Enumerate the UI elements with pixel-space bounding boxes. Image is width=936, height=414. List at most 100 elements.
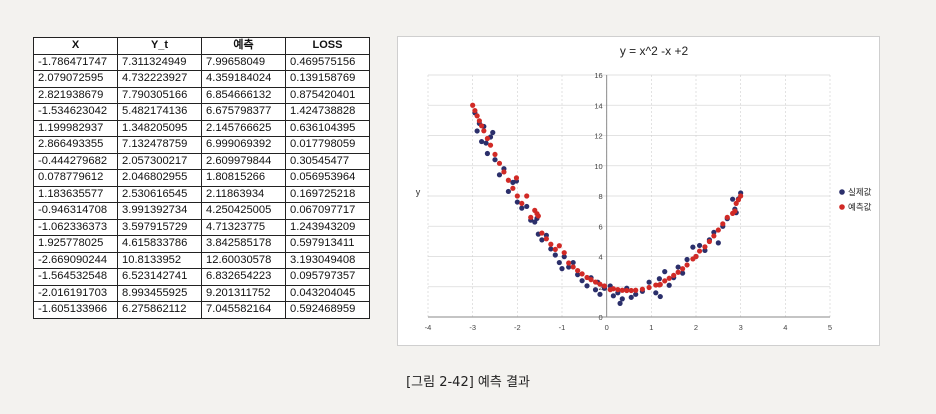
y-tick-label: 10 — [594, 162, 602, 171]
table-row: -2.669090244 10.8133952 12.60030578 3.19304… — [33, 251, 370, 269]
point-actual — [653, 290, 659, 296]
y-tick-label: 8 — [598, 192, 602, 201]
point-actual — [505, 188, 511, 195]
table-cell: 1.424738828 — [285, 103, 370, 121]
table-cell: -1.564532548 — [33, 268, 118, 286]
table-row: -0.444279682 2.057300217 2.609979844 0.3054… — [33, 152, 370, 170]
table-cell: 0.078779612 — [33, 169, 118, 187]
point-actual — [711, 229, 717, 235]
point-actual — [684, 256, 690, 263]
point-predicted — [524, 193, 530, 199]
table-cell: -0.444279682 — [33, 152, 118, 170]
legend-label: 실제값 — [848, 187, 872, 198]
point-actual — [730, 196, 736, 202]
table-cell: 0.169725218 — [285, 185, 370, 203]
point-actual — [617, 300, 623, 306]
point-actual — [556, 259, 562, 266]
point-predicted — [738, 193, 744, 199]
table-cell: 0.597913411 — [285, 235, 370, 253]
table-cell: 1.199982937 — [33, 119, 118, 137]
point-predicted — [662, 278, 668, 284]
point-actual — [483, 140, 489, 146]
point-predicted — [711, 233, 717, 239]
table-cell: -0.946314708 — [33, 202, 118, 220]
point-predicted — [592, 279, 599, 285]
point-actual — [646, 279, 652, 285]
point-actual — [597, 291, 603, 297]
table-cell: -2.016191703 — [33, 284, 118, 302]
table-row: 2.079072595 4.732223927 4.359184024 0.13915… — [33, 70, 370, 88]
point-predicted — [702, 244, 708, 250]
point-predicted — [666, 275, 672, 281]
point-predicted — [492, 151, 498, 158]
point-predicted — [552, 246, 558, 252]
table-cell: 0.017798059 — [285, 136, 370, 154]
point-predicted — [671, 272, 677, 279]
point-actual — [524, 203, 530, 210]
y-tick-label: 2 — [598, 283, 602, 292]
table-cell: 4.732223927 — [117, 70, 202, 88]
table-cell: 4.71323775 — [201, 218, 286, 236]
point-actual — [566, 264, 572, 270]
point-predicted — [561, 250, 567, 256]
table-cell: 2.046802955 — [117, 169, 202, 187]
table-cell: 3.842585178 — [201, 235, 286, 253]
point-predicted — [556, 243, 562, 249]
point-predicted — [732, 208, 738, 214]
point-actual — [514, 199, 520, 205]
point-predicted — [575, 267, 581, 274]
table-cell: 9.201311752 — [201, 284, 286, 302]
point-predicted — [487, 142, 494, 148]
table-row: -1.564532548 6.523142741 6.832654223 0.0957… — [33, 268, 370, 286]
figure-caption: [그림 2-42] 예측 결과 — [406, 375, 530, 390]
table-cell: 3.991392734 — [117, 202, 202, 220]
point-actual — [539, 237, 545, 243]
point-predicted — [724, 214, 730, 220]
point-predicted — [715, 227, 721, 233]
table-cell: 1.183635577 — [33, 185, 118, 203]
point-predicted — [479, 123, 485, 129]
point-predicted — [474, 113, 480, 119]
table-cell: -1.605133966 — [33, 301, 118, 319]
point-predicted — [696, 248, 703, 254]
header-loss: LOSS — [285, 37, 370, 55]
table-cell: -1.534623042 — [33, 103, 118, 121]
point-actual — [575, 272, 581, 278]
legend-marker — [839, 204, 845, 210]
point-actual — [715, 240, 721, 246]
x-tick-label: -1 — [559, 323, 566, 332]
point-predicted — [476, 118, 482, 124]
table-cell: 2.11863934 — [201, 185, 286, 203]
y-tick-label: 4 — [598, 253, 602, 262]
x-tick-label: -4 — [425, 323, 432, 332]
point-predicted — [539, 230, 545, 236]
table-cell: 2.609979844 — [201, 152, 286, 170]
point-predicted — [472, 107, 478, 114]
table-row: 1.183635577 2.530616545 2.11863934 0.169725… — [33, 185, 370, 203]
table-cell: 6.675798377 — [201, 103, 286, 121]
table-cell: 2.079072595 — [33, 70, 118, 88]
table-row: -1.605133966 6.275862112 7.045582164 0.5924… — [33, 301, 370, 319]
table-cell: 2.057300217 — [117, 152, 202, 170]
table-cell: 6.832654223 — [201, 268, 286, 286]
table-cell: 1.243943209 — [285, 218, 370, 236]
table-cell: 0.067097717 — [285, 202, 370, 220]
table-row: -1.786471747 7.311324949 7.99658049 0.46957… — [33, 53, 370, 71]
point-predicted — [548, 241, 554, 247]
table-cell: 7.790305166 — [117, 86, 202, 104]
point-actual — [561, 254, 567, 260]
point-predicted — [566, 260, 572, 266]
point-predicted — [579, 271, 585, 277]
point-actual — [666, 282, 672, 288]
legend-marker — [839, 189, 845, 195]
table-row: 2.821938679 7.790305166 6.854666132 0.87542… — [33, 86, 370, 104]
table-row: 0.078779612 2.046802955 1.80815266 0.056953… — [33, 169, 370, 187]
point-actual — [657, 293, 663, 300]
data-points — [470, 102, 744, 306]
table-row: -2.016191703 8.993455925 9.201311752 0.0432… — [33, 284, 370, 302]
table-cell: 6.854666132 — [201, 86, 286, 104]
point-predicted — [610, 286, 616, 292]
y-tick-label: 0 — [598, 313, 602, 322]
scatter-chart: y = x^2 -x +2 y -4 -3 -2 -1 0 1 2 3 4 50246810121… — [416, 44, 872, 332]
point-predicted — [597, 281, 603, 287]
